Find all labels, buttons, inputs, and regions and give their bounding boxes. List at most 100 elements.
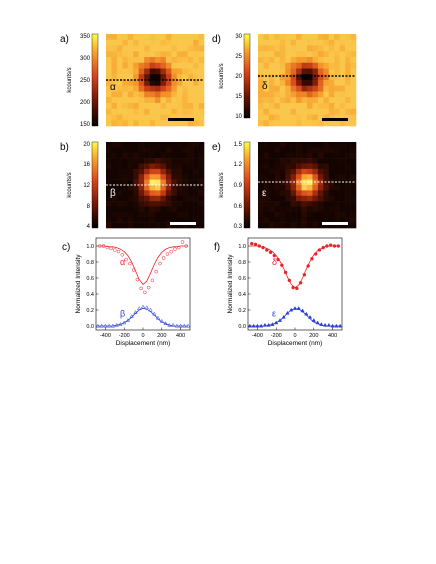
pixel bbox=[133, 39, 139, 46]
pixel bbox=[106, 57, 112, 64]
pixel bbox=[350, 34, 357, 41]
pixel bbox=[345, 168, 351, 175]
pixel bbox=[274, 217, 281, 223]
pixel bbox=[116, 222, 123, 229]
pixel bbox=[345, 206, 351, 213]
x-tick-label: 400 bbox=[176, 333, 185, 339]
pixel bbox=[317, 152, 324, 159]
pixel bbox=[187, 74, 194, 81]
pixel bbox=[317, 217, 324, 223]
pixel bbox=[182, 222, 188, 229]
pixel bbox=[133, 108, 139, 115]
pixel bbox=[268, 114, 275, 121]
pixel bbox=[138, 68, 145, 75]
pixel bbox=[122, 108, 129, 115]
pixel bbox=[258, 74, 264, 81]
pixel bbox=[127, 142, 134, 148]
pixel bbox=[182, 147, 188, 154]
pixel bbox=[334, 62, 340, 69]
pixel bbox=[274, 163, 281, 170]
pixel bbox=[312, 114, 319, 121]
pixel bbox=[193, 80, 199, 87]
pixel bbox=[285, 222, 291, 229]
pixel bbox=[176, 152, 183, 159]
pixel bbox=[323, 68, 330, 75]
pixel bbox=[144, 185, 150, 191]
pixel bbox=[111, 68, 118, 75]
pixel bbox=[307, 152, 313, 159]
pixel bbox=[317, 163, 324, 170]
pixel bbox=[133, 97, 139, 104]
pixel bbox=[263, 147, 270, 154]
pixel bbox=[301, 174, 308, 180]
pixel bbox=[155, 217, 161, 223]
pixel bbox=[116, 190, 123, 197]
pixel bbox=[339, 68, 346, 75]
pixel bbox=[339, 168, 346, 175]
pixel bbox=[317, 158, 324, 164]
pixel bbox=[345, 217, 351, 223]
chart-label: f) bbox=[214, 242, 220, 253]
pixel bbox=[193, 152, 199, 159]
pixel bbox=[350, 114, 357, 121]
pixel bbox=[187, 91, 194, 98]
pixel bbox=[133, 222, 139, 229]
pixel bbox=[274, 91, 281, 98]
colorbar-tick: 12 bbox=[83, 183, 90, 189]
pixel bbox=[263, 168, 270, 175]
pixel bbox=[187, 185, 194, 191]
pixel bbox=[296, 147, 302, 154]
pixel bbox=[106, 68, 112, 75]
pixel bbox=[328, 108, 335, 115]
pixel bbox=[258, 190, 264, 197]
pixel bbox=[198, 62, 205, 69]
pixel bbox=[268, 34, 275, 41]
pixel bbox=[127, 68, 134, 75]
pixel bbox=[193, 163, 199, 170]
pixel bbox=[339, 80, 346, 87]
pixel bbox=[165, 222, 172, 229]
pixel bbox=[133, 142, 139, 148]
pixel bbox=[160, 34, 167, 41]
pixel bbox=[133, 74, 139, 81]
pixel bbox=[165, 85, 172, 92]
pixel bbox=[307, 201, 313, 207]
pixel bbox=[111, 97, 118, 104]
pixel bbox=[279, 147, 286, 154]
pixel bbox=[296, 201, 302, 207]
colorbar-tick: 30 bbox=[235, 34, 242, 40]
pixel bbox=[160, 91, 167, 98]
colorbar bbox=[243, 141, 251, 229]
pixel bbox=[176, 217, 183, 223]
pixel bbox=[285, 74, 291, 81]
pixel bbox=[258, 114, 264, 121]
pixel bbox=[307, 108, 313, 115]
pixel bbox=[155, 34, 161, 41]
pixel bbox=[122, 163, 129, 170]
colorbar-tick: 4 bbox=[87, 224, 91, 230]
pixel bbox=[323, 39, 330, 46]
pixel bbox=[127, 108, 134, 115]
pixel bbox=[160, 39, 167, 46]
pixel bbox=[182, 201, 188, 207]
pixel bbox=[149, 195, 156, 202]
pixel bbox=[334, 45, 340, 52]
pixel bbox=[301, 163, 308, 170]
pixel bbox=[301, 201, 308, 207]
pixel bbox=[339, 174, 346, 180]
data-point bbox=[180, 240, 185, 244]
pixel bbox=[116, 91, 123, 98]
pixel bbox=[263, 222, 270, 229]
pixel bbox=[106, 34, 112, 41]
pixel bbox=[285, 190, 291, 197]
pixel bbox=[193, 158, 199, 164]
pixel bbox=[263, 91, 270, 98]
pixel bbox=[187, 217, 194, 223]
pixel bbox=[138, 147, 145, 154]
pixel bbox=[165, 34, 172, 41]
pixel bbox=[268, 74, 275, 81]
pixel bbox=[144, 85, 150, 92]
pixel bbox=[111, 222, 118, 229]
pixel bbox=[160, 108, 167, 115]
pixel bbox=[301, 142, 308, 148]
